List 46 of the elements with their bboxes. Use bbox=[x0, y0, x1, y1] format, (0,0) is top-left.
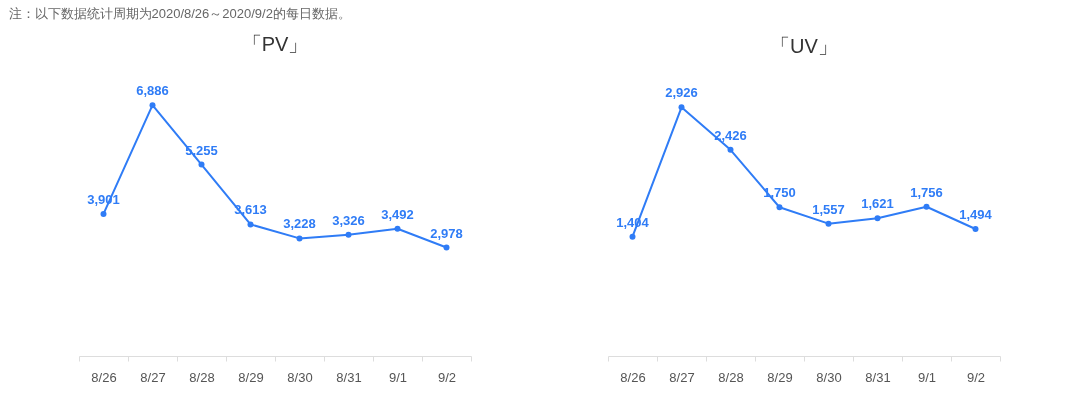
point bbox=[296, 235, 303, 242]
data-label: 2,426 bbox=[714, 127, 747, 143]
point bbox=[443, 244, 450, 251]
x-tick-label: 8/30 bbox=[287, 369, 313, 385]
point bbox=[198, 161, 205, 168]
x-tick-label: 9/2 bbox=[437, 369, 457, 385]
chart-title: 「UV」 bbox=[770, 35, 838, 58]
point bbox=[972, 226, 979, 232]
point bbox=[394, 225, 401, 232]
x-tick-label: 8/30 bbox=[816, 369, 842, 385]
data-label: 3,326 bbox=[332, 212, 365, 228]
point bbox=[345, 231, 352, 238]
x-tick-label: 8/29 bbox=[767, 369, 793, 385]
x-tick-label: 8/31 bbox=[336, 369, 362, 385]
data-label: 1,494 bbox=[959, 207, 993, 223]
point bbox=[923, 203, 930, 210]
x-tick-label: 8/27 bbox=[669, 369, 695, 385]
x-tick-label: 8/26 bbox=[620, 369, 646, 385]
x-tick-label: 8/27 bbox=[140, 369, 166, 385]
point bbox=[100, 210, 107, 217]
point bbox=[727, 146, 734, 153]
point bbox=[247, 221, 254, 228]
point bbox=[874, 215, 881, 222]
point bbox=[825, 220, 832, 227]
data-label: 1,621 bbox=[861, 196, 894, 212]
data-label: 1,756 bbox=[910, 184, 943, 200]
x-tick-label: 8/26 bbox=[91, 369, 117, 385]
point bbox=[149, 102, 156, 109]
text: 注：以下数据统计周期为2020/8/26～2020/9/2的每日数据。 bbox=[8, 6, 351, 22]
x-tick-label: 9/1 bbox=[388, 369, 408, 385]
data-label: 1,557 bbox=[812, 201, 845, 217]
x-tick-label: 9/2 bbox=[966, 369, 986, 385]
chart-title: 「PV」 bbox=[241, 33, 309, 56]
x-tick-label: 8/29 bbox=[238, 369, 264, 385]
x-tick-label: 8/31 bbox=[865, 369, 891, 385]
x-tick-label: 8/28 bbox=[189, 369, 215, 385]
data-label: 3,228 bbox=[283, 216, 316, 232]
data-label: 6,886 bbox=[136, 83, 169, 99]
point bbox=[776, 204, 783, 211]
x-tick-label: 9/1 bbox=[917, 369, 937, 385]
x-tick-label: 8/28 bbox=[718, 369, 744, 385]
point bbox=[629, 233, 636, 240]
data-label: 2,926 bbox=[665, 85, 698, 101]
point bbox=[678, 104, 685, 111]
data-label: 2,978 bbox=[430, 225, 463, 241]
data-label: 3,492 bbox=[381, 206, 414, 222]
